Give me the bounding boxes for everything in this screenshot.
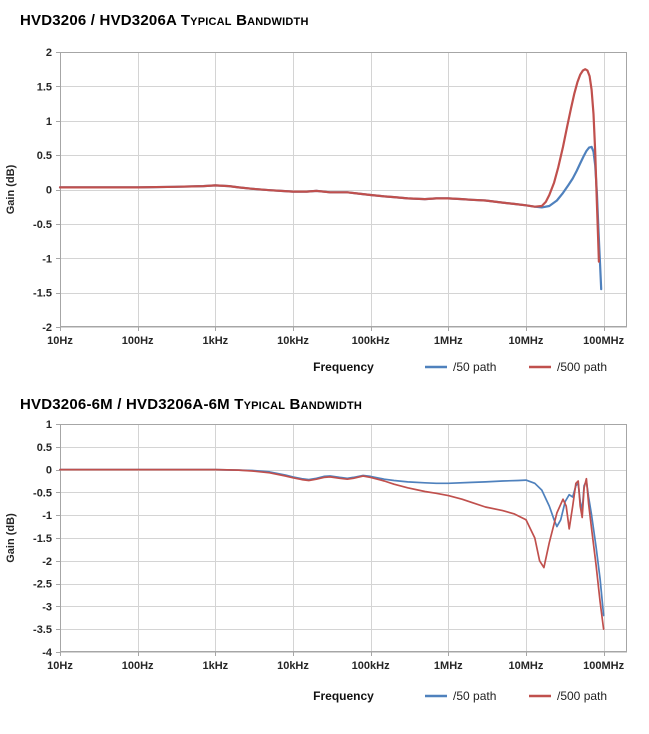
svg-text:100kHz: 100kHz — [352, 660, 390, 672]
svg-text:0.5: 0.5 — [37, 442, 52, 454]
svg-text:10MHz: 10MHz — [509, 660, 544, 672]
svg-text:-3: -3 — [42, 601, 52, 613]
bandwidth-chart-hvd3206-6m: 10Hz 100Hz 1kHz 10kHz 100kHz 1MHz 10MHz 100MHz1… — [5, 419, 627, 703]
svg-text:-1.5: -1.5 — [33, 288, 52, 300]
svg-text:-0.5: -0.5 — [33, 219, 52, 231]
plot-border — [60, 52, 627, 327]
series-line-1 — [58, 68, 601, 263]
x-axis-title: Frequency — [313, 689, 374, 703]
y-axis-title: Gain (dB) — [5, 164, 17, 214]
chart-title-hvd3206-6m: HVD3206-6M / HVD3206A-6M Typical Bandwid… — [20, 396, 363, 413]
svg-text:0: 0 — [46, 465, 52, 477]
series-line-0 — [59, 468, 605, 617]
svg-text:1kHz: 1kHz — [202, 335, 228, 347]
chart-section-hvd3206: HVD3206 / HVD3206A Typical Bandwidth 10H… — [5, 12, 627, 374]
svg-text:10MHz: 10MHz — [509, 335, 544, 347]
x-axis-title: Frequency — [313, 360, 374, 374]
legend-label-1: /500 path — [557, 360, 607, 374]
svg-text:2: 2 — [46, 47, 52, 59]
svg-text:1.5: 1.5 — [37, 81, 52, 93]
svg-text:1: 1 — [46, 116, 52, 128]
svg-text:0.5: 0.5 — [37, 150, 52, 162]
svg-text:10kHz: 10kHz — [277, 660, 309, 672]
chart-section-hvd3206-6m: HVD3206-6M / HVD3206A-6M Typical Bandwid… — [0, 382, 649, 716]
bandwidth-chart-hvd3206: 10Hz 100Hz 1kHz 10kHz 100kHz 1MHz 10MHz 100MHz 2… — [5, 47, 627, 374]
x-tick-labels: 10Hz 100Hz 1kHz 10kHz 100kHz 1MHz 10MHz 100MHz — [47, 660, 624, 672]
svg-text:100Hz: 100Hz — [122, 660, 154, 672]
legend-label-0: /50 path — [453, 689, 496, 703]
svg-text:10Hz: 10Hz — [47, 660, 73, 672]
svg-text:-3.5: -3.5 — [33, 624, 52, 636]
legend: /50 path/500 path — [425, 360, 607, 374]
gridlines — [60, 52, 627, 328]
svg-text:100Hz: 100Hz — [122, 335, 154, 347]
svg-text:-4: -4 — [42, 647, 53, 659]
legend-label-0: /50 path — [453, 360, 496, 374]
series-line-1 — [59, 468, 605, 631]
svg-text:0: 0 — [46, 185, 52, 197]
svg-text:-2.5: -2.5 — [33, 579, 52, 591]
x-tick-labels: 10Hz 100Hz 1kHz 10kHz 100kHz 1MHz 10MHz 100MHz — [47, 335, 624, 347]
svg-text:1kHz: 1kHz — [202, 660, 228, 672]
svg-text:100MHz: 100MHz — [583, 335, 624, 347]
series-line-0 — [58, 145, 603, 291]
chart-title-hvd3206: HVD3206 / HVD3206A Typical Bandwidth — [20, 12, 309, 29]
svg-text:-1: -1 — [42, 253, 52, 265]
legend: /50 path/500 path — [425, 689, 607, 703]
svg-text:1: 1 — [46, 419, 52, 431]
tick-marks — [56, 52, 605, 331]
gridlines — [60, 424, 627, 653]
svg-text:-0.5: -0.5 — [33, 487, 52, 499]
svg-text:10Hz: 10Hz — [47, 335, 73, 347]
svg-text:10kHz: 10kHz — [277, 335, 309, 347]
svg-text:1MHz: 1MHz — [434, 660, 463, 672]
y-tick-labels: 1 0.5 0 -0.5 -1 -1.5 -2 -2.5 -3 -3.5 -4 — [33, 419, 53, 659]
svg-text:-1: -1 — [42, 510, 52, 522]
svg-text:1MHz: 1MHz — [434, 335, 463, 347]
plot-border — [60, 424, 627, 652]
svg-text:-1.5: -1.5 — [33, 533, 52, 545]
svg-text:100kHz: 100kHz — [352, 335, 390, 347]
y-axis-title: Gain (dB) — [5, 513, 17, 563]
svg-text:-2: -2 — [42, 322, 52, 334]
svg-text:100MHz: 100MHz — [583, 660, 624, 672]
legend-label-1: /500 path — [557, 689, 607, 703]
y-tick-labels: 2 1.5 1 0.5 0 -0.5 -1 -1.5 -2 — [33, 47, 52, 334]
tick-marks — [56, 424, 605, 656]
svg-text:-2: -2 — [42, 556, 52, 568]
